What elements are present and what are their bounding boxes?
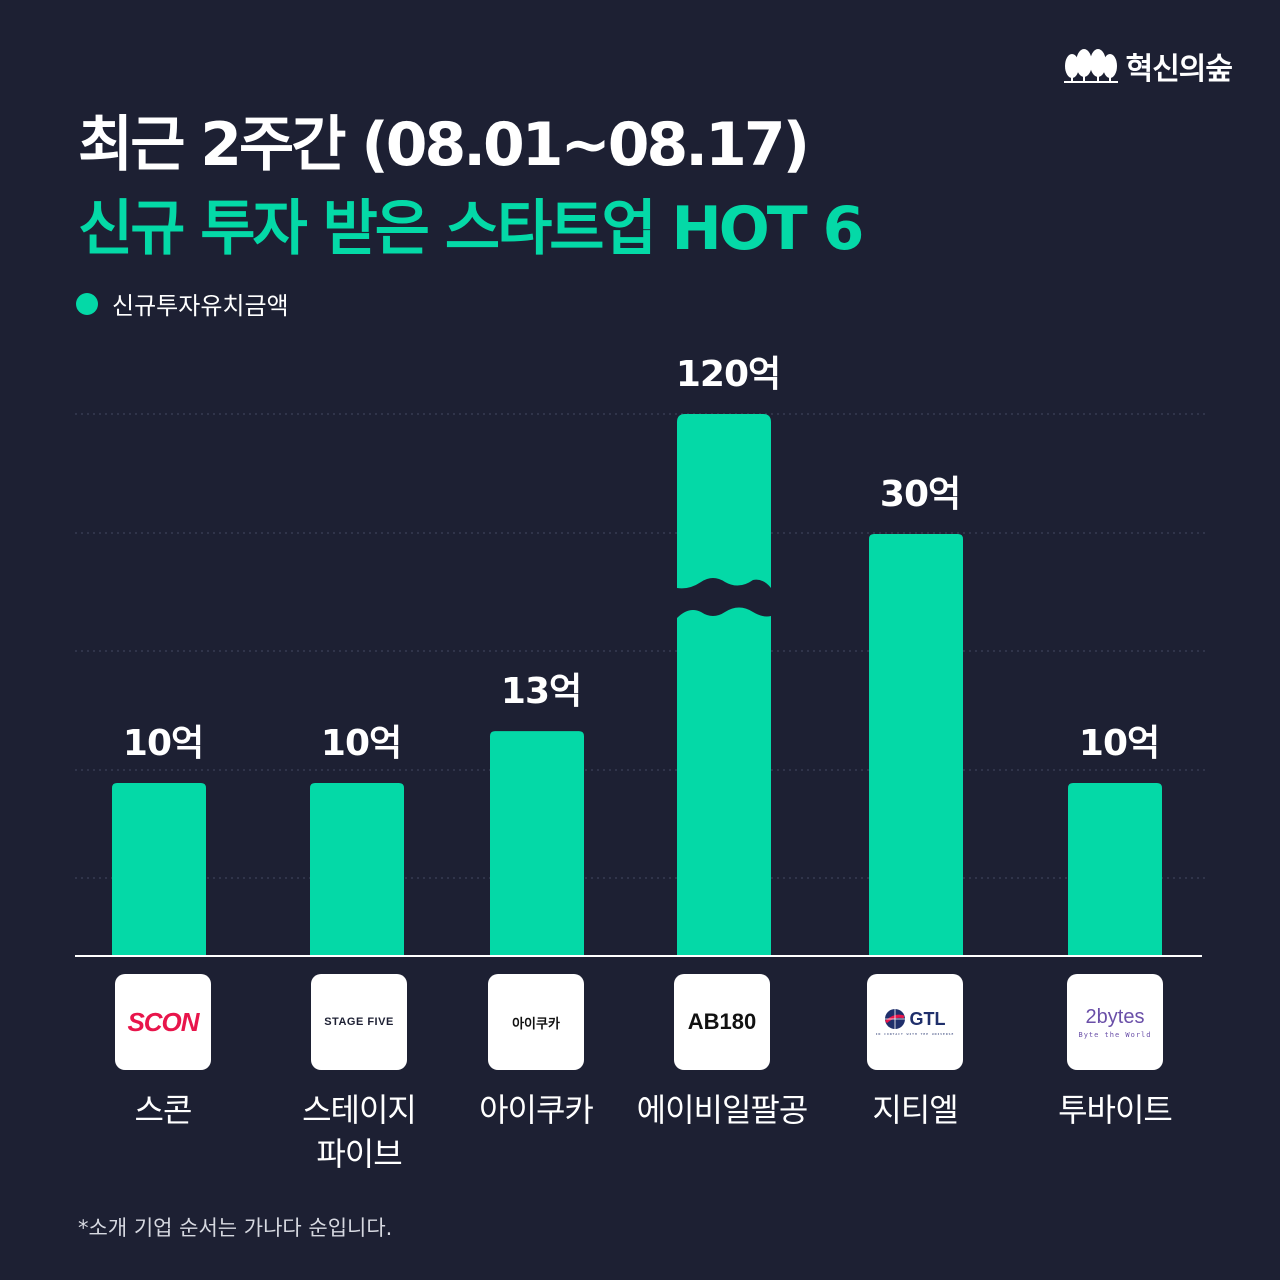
page-subtitle: 신규 투자 받은 스타트업 HOT 6 [78, 194, 864, 264]
company-logo-0: SCON [115, 974, 211, 1070]
bar-value-label-2: 13억 [501, 671, 581, 712]
company-name-line: 에이비일팔공 [636, 1091, 809, 1129]
company-logo-3: AB180 [674, 974, 770, 1070]
company-logo-text-4: GTL [909, 1008, 946, 1029]
bar-4 [869, 534, 963, 956]
company-name-0: 스콘 [63, 1088, 263, 1132]
company-logo-text-0: SCON [127, 1006, 199, 1037]
company-name-line: 지티엘 [872, 1091, 958, 1129]
company-name-line: 스테이지 [302, 1091, 417, 1129]
legend-swatch [76, 292, 98, 315]
company-name-2: 아이쿠카 [436, 1088, 636, 1132]
company-logo-4: GTL IN CONTACT WITH THE UNIVERSE [867, 974, 963, 1070]
company-logo-1: STAGE FIVE [311, 974, 407, 1070]
company-name-line: 투바이트 [1058, 1091, 1173, 1129]
bar-value-label-4: 30억 [880, 474, 960, 515]
bar-value-label-3: 120억 [676, 354, 780, 395]
company-logo-text-1: STAGE FIVE [324, 1016, 394, 1028]
bar-1 [310, 783, 404, 956]
footnote: *소개 기업 순서는 가나다 순입니다. [78, 1216, 393, 1240]
bar-value-label-0: 10억 [123, 723, 203, 764]
company-name-5: 투바이트 [1015, 1088, 1215, 1132]
bar-2 [490, 731, 584, 956]
bar-3-lower [677, 607, 771, 956]
company-logo-subtext-4: IN CONTACT WITH THE UNIVERSE [875, 1032, 955, 1036]
forest-trees-icon [1063, 49, 1118, 83]
brand-name: 혁신의숲 [1125, 52, 1233, 87]
company-name-line: 아이쿠카 [479, 1091, 594, 1129]
bar-value-label-5: 10억 [1079, 723, 1159, 764]
bar-0 [112, 783, 206, 956]
company-name-4: 지티엘 [815, 1088, 1015, 1132]
company-logo-subtext-5: Byte the World [1078, 1030, 1152, 1039]
company-logo-2: 아이쿠카 [488, 974, 584, 1070]
legend-label: 신규투자유치금액 [112, 292, 289, 320]
bar-5 [1068, 783, 1162, 956]
company-logo-5: 2bytes Byte the World [1067, 974, 1163, 1070]
company-logo-text-2: 아이쿠카 [512, 1015, 560, 1031]
page-title: 최근 2주간 (08.01~08.17) [78, 110, 810, 180]
company-name-line: 파이브 [316, 1135, 402, 1173]
company-logo-text-3: AB180 [687, 1009, 757, 1034]
company-name-3: 에이비일팔공 [622, 1088, 822, 1132]
chart-legend: 신규투자유치금액 [76, 286, 289, 321]
brand-logo: 혁신의숲 [1062, 44, 1233, 88]
company-logo-text-5: 2bytes [1085, 1005, 1145, 1028]
company-name-line: 스콘 [134, 1091, 193, 1129]
bar-3-upper [677, 414, 771, 589]
bar-value-label-1: 10억 [321, 723, 401, 764]
globe-icon [885, 1009, 906, 1029]
